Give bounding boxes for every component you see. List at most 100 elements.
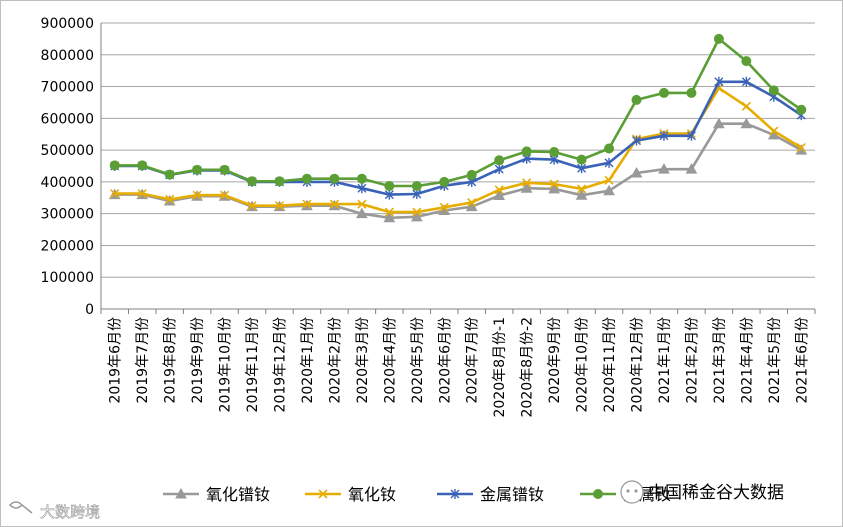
x-tick-label: 2019年10月份 bbox=[218, 317, 234, 412]
watermark-left: 大数跨境 bbox=[8, 501, 100, 521]
data-point bbox=[247, 176, 258, 187]
data-point bbox=[740, 117, 753, 129]
data-point bbox=[411, 181, 422, 192]
series-4 bbox=[109, 33, 807, 192]
data-point bbox=[659, 130, 669, 141]
data-point bbox=[493, 189, 506, 201]
data-point bbox=[356, 173, 367, 184]
data-point bbox=[686, 87, 697, 98]
data-point bbox=[383, 211, 396, 223]
data-point bbox=[357, 183, 367, 194]
y-tick-label: 800000 bbox=[41, 48, 94, 64]
data-point bbox=[384, 207, 394, 217]
wechat-icon bbox=[620, 480, 644, 504]
data-point bbox=[521, 146, 532, 157]
data-point bbox=[548, 182, 560, 194]
data-point bbox=[357, 199, 367, 209]
data-point bbox=[494, 155, 505, 166]
legend-item: 氧化镨钕 bbox=[163, 485, 270, 504]
data-point bbox=[219, 164, 230, 175]
data-point bbox=[685, 163, 698, 174]
data-point bbox=[467, 197, 477, 208]
x-tick-label: 2020年8月份-2 bbox=[520, 317, 536, 418]
data-point bbox=[109, 160, 120, 171]
x-tick-label: 2020年5月份 bbox=[410, 317, 426, 404]
watermark-right: 中国稀金谷大数据 bbox=[620, 480, 784, 504]
legend-item: 金属镨钕 bbox=[437, 485, 544, 504]
data-point bbox=[439, 176, 450, 187]
data-point bbox=[439, 202, 449, 212]
data-point bbox=[604, 175, 614, 185]
data-point bbox=[549, 147, 560, 158]
data-point bbox=[604, 157, 614, 168]
data-point bbox=[741, 101, 751, 111]
data-point bbox=[356, 207, 368, 219]
data-point bbox=[137, 160, 148, 171]
x-tick-label: 2020年4月份 bbox=[382, 317, 398, 404]
data-point bbox=[604, 143, 615, 154]
data-point bbox=[164, 169, 175, 180]
wechat-icon-dot bbox=[634, 489, 638, 493]
x-tick-label: 2021年2月份 bbox=[684, 317, 700, 404]
data-point bbox=[714, 76, 724, 87]
legend-marker bbox=[175, 487, 187, 499]
data-point bbox=[192, 164, 203, 175]
watermark-left-text: 大数跨境 bbox=[40, 503, 100, 521]
x-tick-label: 2020年10月份 bbox=[575, 317, 591, 412]
legend-marker bbox=[450, 489, 460, 499]
series-line bbox=[114, 86, 802, 214]
data-point bbox=[796, 104, 807, 115]
x-tick-label: 2020年6月份 bbox=[437, 317, 453, 404]
x-tick-label: 2019年9月份 bbox=[190, 317, 206, 404]
x-tick-label: 2020年12月份 bbox=[630, 317, 646, 412]
x-tick-label: 2020年7月份 bbox=[465, 317, 481, 404]
data-point bbox=[220, 190, 230, 200]
x-tick-label: 2020年1月份 bbox=[300, 317, 316, 404]
data-point bbox=[192, 190, 202, 200]
x-tick-label: 2020年9月份 bbox=[547, 317, 563, 404]
data-point bbox=[658, 163, 670, 174]
series-3 bbox=[110, 76, 806, 200]
data-point bbox=[522, 178, 532, 188]
x-tick-label: 2019年12月份 bbox=[273, 317, 289, 412]
series-line bbox=[114, 37, 803, 188]
legend-label: 金属镨钕 bbox=[480, 485, 544, 504]
data-point bbox=[741, 76, 751, 87]
data-point bbox=[768, 85, 779, 96]
data-point bbox=[274, 176, 285, 187]
data-point bbox=[769, 126, 779, 136]
data-point bbox=[576, 154, 587, 165]
x-tick-label: 2019年8月份 bbox=[163, 317, 179, 404]
y-tick-label: 400000 bbox=[41, 175, 94, 191]
x-tick-label: 2021年6月份 bbox=[794, 317, 810, 404]
x-tick-label: 2021年3月份 bbox=[712, 317, 728, 404]
data-point bbox=[165, 194, 175, 204]
y-tick-label: 500000 bbox=[41, 143, 94, 159]
x-tick-label: 2020年3月份 bbox=[355, 317, 371, 404]
data-point bbox=[329, 173, 340, 184]
x-tick-label: 2020年8月份-1 bbox=[492, 317, 508, 418]
x-tick-label: 2019年7月份 bbox=[135, 317, 151, 404]
legend-label: 氧化镨钕 bbox=[206, 485, 270, 504]
data-point bbox=[575, 189, 588, 200]
data-point bbox=[384, 189, 394, 200]
y-tick-label: 700000 bbox=[41, 80, 94, 96]
data-point bbox=[110, 189, 120, 199]
y-tick-label: 300000 bbox=[41, 207, 94, 223]
data-point bbox=[384, 181, 395, 192]
data-point bbox=[412, 207, 422, 217]
x-tick-label: 2019年11月份 bbox=[245, 317, 261, 412]
watermark-logo-icon bbox=[8, 501, 33, 514]
data-point bbox=[494, 164, 504, 175]
x-tick-label: 2021年1月份 bbox=[657, 317, 673, 404]
y-tick-label: 200000 bbox=[41, 238, 94, 254]
data-point bbox=[301, 173, 312, 184]
y-tick-label: 100000 bbox=[41, 270, 94, 286]
legend-marker bbox=[593, 489, 603, 499]
data-point bbox=[329, 199, 339, 209]
wechat-icon-dot bbox=[626, 489, 630, 493]
data-point bbox=[549, 179, 559, 189]
data-point bbox=[630, 166, 643, 178]
